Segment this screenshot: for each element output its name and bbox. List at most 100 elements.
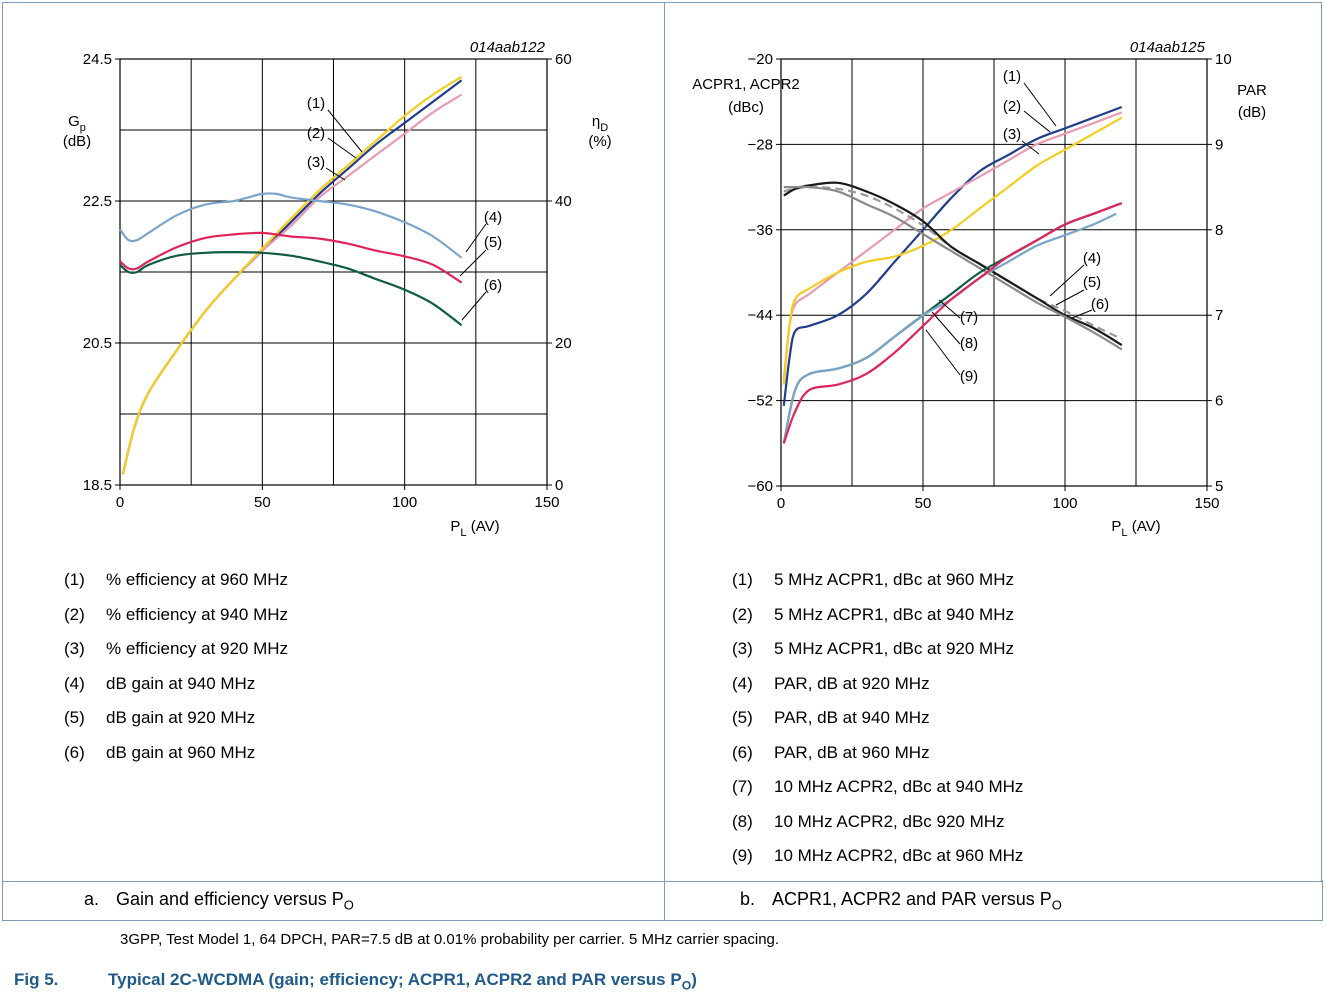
figure-note: 3GPP, Test Model 1, 64 DPCH, PAR=7.5 dB … (120, 931, 780, 948)
caption-a-label: a. (84, 889, 100, 909)
callout-label: (2) (1003, 98, 1021, 115)
series-line (783, 185, 1123, 351)
series-line (782, 202, 1123, 444)
y-right-axis-unit: (dB) (1238, 104, 1266, 121)
legend-item: (2) % efficiency at 940 MHz (64, 598, 288, 633)
legend-item: (1) 5 MHz ACPR1, dBc at 960 MHz (732, 563, 1023, 598)
y-right-axis-title: PAR (1237, 82, 1267, 99)
chart-gain-efficiency: 0 50 100 150 18.5 20.5 22.5 24.5 0 20 40 60 PL (AV) G… (63, 39, 612, 539)
legend-text: dB gain at 940 MHz (106, 673, 256, 693)
callout-label: (5) (484, 234, 502, 251)
callout-leader (1055, 289, 1085, 306)
panel-divider (664, 2, 665, 920)
legend-number: (4) (732, 673, 753, 693)
y-right-tick-label: 6 (1215, 393, 1223, 410)
legend-text: dB gain at 920 MHz (106, 708, 256, 727)
y-left-tick-label: −20 (748, 51, 773, 68)
callout-label: (1) (307, 95, 325, 112)
legend-text: 5 MHz ACPR1, dBc at 960 MHz (774, 570, 1014, 589)
legend-item: (6) dB gain at 960 MHz (64, 736, 288, 771)
frame-edge (1322, 880, 1323, 920)
y-left-axis-title: ACPR1, ACPR2 (692, 76, 800, 93)
legend-number: (6) (64, 742, 85, 762)
callout-leader (1023, 110, 1051, 133)
callout-label: (5) (1083, 274, 1101, 291)
legend-a: (1) % efficiency at 960 MHz (2) % efficienc… (64, 563, 288, 770)
series-line (121, 79, 463, 475)
chart-acpr-par: 0 50 100 150 −60 −52 −44 −36 −28 −20 5 6 7 8 9 10 PL (AV… (692, 39, 1267, 539)
y-left-axis-title: Gp (68, 113, 86, 134)
legend-number: (5) (732, 708, 753, 727)
legend-text: dB gain at 960 MHz (106, 742, 256, 762)
y-left-tick-label: 20.5 (83, 335, 112, 352)
x-tick-label: 0 (116, 494, 124, 511)
y-left-tick-label: 18.5 (83, 477, 112, 494)
caption-a-sub: O (343, 897, 354, 913)
y-right-tick-label: 20 (555, 335, 572, 352)
callout-leader (1021, 140, 1040, 155)
legend-number: (2) (64, 604, 85, 624)
legend-number: (4) (64, 673, 85, 693)
caption-b-label: b. (740, 889, 756, 909)
series-line (121, 75, 463, 475)
legend-text: 5 MHz ACPR1, dBc at 920 MHz (774, 639, 1014, 658)
legend-b: (1) 5 MHz ACPR1, dBc at 960 MHz (2) 5 MHz A… (732, 563, 1023, 874)
legend-item: (3) 5 MHz ACPR1, dBc at 920 MHz (732, 632, 1023, 667)
y-left-axis-unit: (dB) (63, 133, 91, 150)
x-tick-label: 100 (1052, 495, 1077, 512)
callout-label: (6) (484, 277, 502, 294)
caption-b: b. ACPR1, ACPR2 and PAR versus PO (740, 889, 1062, 913)
caption-b-sub: O (1051, 897, 1062, 913)
legend-item: (9) 10 MHz ACPR2, dBc at 960 MHz (732, 839, 1023, 874)
callout-leader (938, 299, 961, 319)
legend-item: (5) dB gain at 920 MHz (64, 701, 288, 736)
callout-leader (1023, 82, 1057, 127)
figure-title: Typical 2C-WCDMA (gain; efficiency; ACPR… (108, 970, 682, 989)
x-tick-label: 50 (915, 495, 932, 512)
y-left-tick-label: 24.5 (83, 51, 112, 68)
y-left-tick-label: −52 (748, 393, 773, 410)
frame-edge (2, 920, 1323, 921)
figure-title-sub: O (681, 978, 692, 993)
legend-item: (3) % efficiency at 920 MHz (64, 632, 288, 667)
callout-leader (1049, 264, 1085, 297)
legend-text: 5 MHz ACPR1, dBc at 940 MHz (774, 604, 1014, 624)
plot-area-border (119, 58, 548, 486)
series-line (119, 231, 463, 284)
y-right-tick-label: 7 (1215, 307, 1223, 324)
y-left-tick-label: −36 (748, 222, 773, 239)
callout-leader (459, 249, 487, 277)
legend-number: (6) (732, 742, 753, 762)
caption-a: a. Gain and efficiency versus PO (84, 889, 354, 913)
y-left-tick-label: −44 (748, 307, 773, 324)
callout-leader (325, 167, 346, 181)
y-left-tick-label: 22.5 (83, 193, 112, 210)
plot-area-border (780, 58, 1208, 487)
caption-a-text: Gain and efficiency versus P (116, 889, 344, 909)
x-axis-title: PL (AV) (450, 518, 499, 539)
y-right-tick-label: 9 (1215, 136, 1223, 153)
figure-title-tail: ) (691, 970, 697, 989)
series-line (119, 251, 463, 327)
legend-item: (2) 5 MHz ACPR1, dBc at 940 MHz (732, 598, 1023, 633)
legend-number: (3) (732, 639, 753, 658)
y-right-axis-title: ηD (592, 113, 608, 134)
figure-caption: Fig 5. Typical 2C-WCDMA (gain; efficiency… (14, 970, 697, 992)
legend-number: (7) (732, 777, 753, 796)
legend-number: (3) (64, 639, 85, 658)
series-line (782, 116, 1123, 385)
x-tick-label: 100 (392, 494, 417, 511)
series-line (782, 111, 1123, 380)
legend-item: (4) dB gain at 940 MHz (64, 667, 288, 702)
legend-number: (8) (732, 811, 753, 831)
callout-label: (8) (960, 335, 978, 352)
series-line (782, 202, 1123, 444)
callout-label: (7) (960, 309, 978, 326)
callout-label: (4) (484, 209, 502, 226)
y-right-tick-label: 40 (555, 193, 572, 210)
frame-edge (2, 880, 3, 920)
legend-text: 10 MHz ACPR2, dBc at 940 MHz (774, 777, 1024, 796)
legend-text: 10 MHz ACPR2, dBc at 960 MHz (774, 846, 1024, 865)
series-line (782, 212, 1117, 444)
x-tick-label: 0 (777, 495, 785, 512)
